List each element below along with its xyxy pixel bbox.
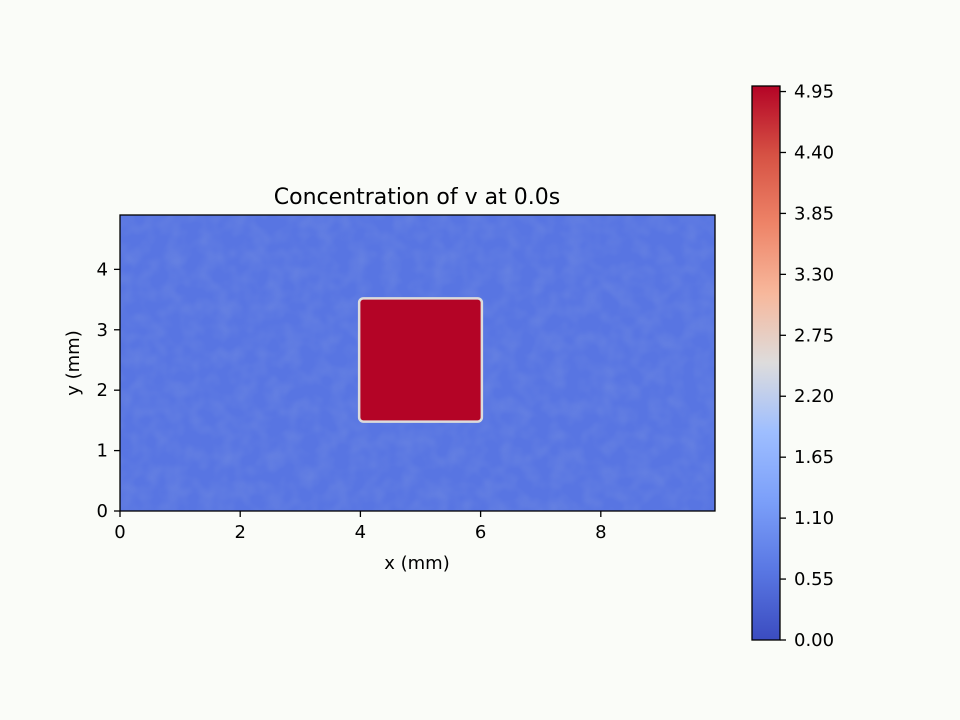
colorbar-tick-label: 4.95 <box>794 82 834 103</box>
x-tick-label: 6 <box>475 522 486 543</box>
x-axis-label: x (mm) <box>384 553 450 574</box>
colorbar-tick-label: 2.75 <box>794 325 834 346</box>
heatmap-region-high <box>360 299 481 421</box>
colorbar-tick-label: 3.30 <box>794 264 834 285</box>
colorbar-tick-label: 3.85 <box>794 203 834 224</box>
chart-title: Concentration of v at 0.0s <box>274 185 560 210</box>
plot-frame <box>119 214 716 512</box>
x-tick-label: 8 <box>595 522 606 543</box>
y-axis-label: y (mm) <box>63 330 84 396</box>
x-tick-label: 0 <box>114 522 125 543</box>
x-tick-label: 2 <box>234 522 245 543</box>
colorbar-tick-label: 0.55 <box>794 569 834 590</box>
y-tick-label: 4 <box>97 259 108 280</box>
x-tick-label: 4 <box>355 522 366 543</box>
colorbar-gradient <box>751 85 781 641</box>
y-axis-ticks: 0 1 2 3 4 <box>97 259 120 522</box>
heatmap-plot-area <box>119 214 716 512</box>
region-edge <box>357 297 484 423</box>
colorbar: 0.00 0.55 1.10 1.65 2.20 2.75 3.30 3.85 4.40 4.95 <box>751 82 834 651</box>
x-axis-ticks: 0 2 4 6 8 <box>114 511 607 543</box>
colorbar-tick-label: 1.10 <box>794 508 834 529</box>
colorbar-ticks: 0.00 0.55 1.10 1.65 2.20 2.75 3.30 3.85 4.40 4.95 <box>780 82 834 651</box>
y-tick-label: 0 <box>97 501 108 522</box>
y-tick-label: 2 <box>97 380 108 401</box>
colorbar-tick-label: 1.65 <box>794 447 834 468</box>
colorbar-tick-label: 4.40 <box>794 142 834 163</box>
colorbar-tick-label: 0.00 <box>794 630 834 651</box>
y-tick-label: 3 <box>97 320 108 341</box>
colorbar-tick-label: 2.20 <box>794 386 834 407</box>
y-tick-label: 1 <box>97 441 108 462</box>
